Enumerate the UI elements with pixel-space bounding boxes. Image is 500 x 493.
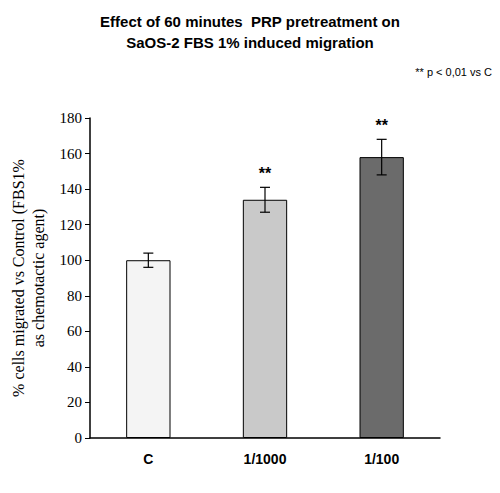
svg-text:**: ** bbox=[259, 165, 272, 182]
svg-text:120: 120 bbox=[60, 217, 83, 233]
svg-text:Effect of 60 minutes PRP pret: Effect of 60 minutes PRP pretreatment on bbox=[100, 13, 400, 30]
svg-text:40: 40 bbox=[67, 359, 82, 375]
svg-text:1/100: 1/100 bbox=[364, 451, 399, 467]
svg-text:140: 140 bbox=[60, 181, 83, 197]
svg-text:as chemotactic agent): as chemotactic agent) bbox=[30, 209, 48, 348]
svg-text:100: 100 bbox=[60, 252, 83, 268]
svg-text:% cells migrated vs Control (F: % cells migrated vs Control (FBS1% bbox=[10, 159, 28, 397]
svg-text:** p < 0,01 vs C: ** p < 0,01 vs C bbox=[415, 66, 492, 78]
svg-text:160: 160 bbox=[60, 146, 83, 162]
svg-text:C: C bbox=[143, 451, 153, 467]
svg-text:180: 180 bbox=[60, 110, 83, 126]
svg-text:**: ** bbox=[375, 117, 388, 134]
svg-text:0: 0 bbox=[75, 430, 83, 446]
svg-text:SaOS-2 FBS 1% induced migratio: SaOS-2 FBS 1% induced migration bbox=[126, 34, 374, 51]
svg-text:80: 80 bbox=[67, 288, 82, 304]
svg-text:1/1000: 1/1000 bbox=[244, 451, 287, 467]
svg-text:20: 20 bbox=[67, 394, 82, 410]
svg-text:60: 60 bbox=[67, 323, 82, 339]
